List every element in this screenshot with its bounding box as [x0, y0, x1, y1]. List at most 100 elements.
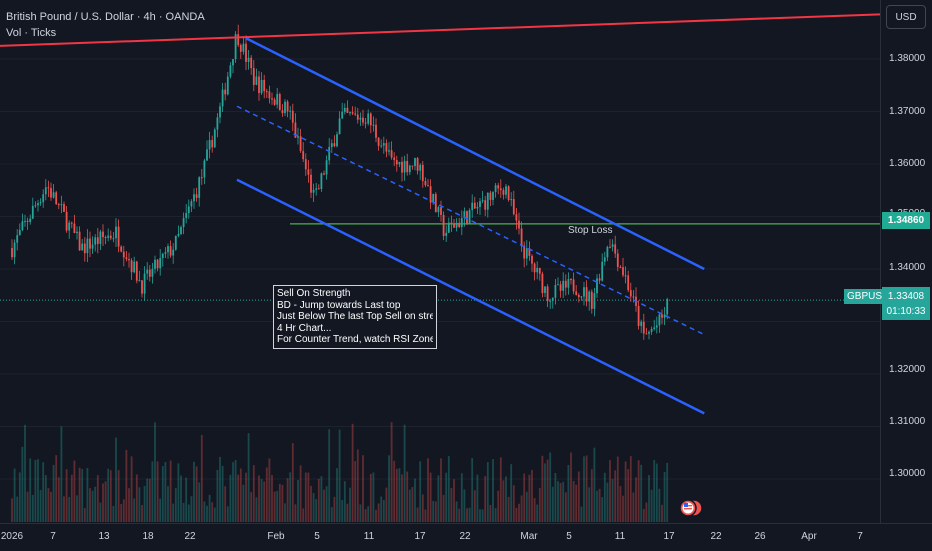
candle-body — [492, 191, 494, 200]
note-line: BD - Jump towards Last top — [277, 299, 401, 311]
strategy-note[interactable]: Sell On Strength BD - Jump towards Last … — [273, 285, 437, 349]
economic-events-icon[interactable] — [679, 498, 705, 518]
volume-bar — [34, 460, 37, 522]
candle-body — [650, 328, 653, 332]
volume-bar — [203, 501, 206, 522]
volume-bar — [395, 468, 398, 522]
volume-bar — [375, 509, 377, 522]
volume-bar — [429, 472, 432, 522]
volume-bar — [536, 504, 539, 522]
candle-body — [151, 268, 154, 277]
candle-body — [627, 275, 630, 291]
volume-bar — [122, 499, 125, 522]
candle-body — [367, 113, 370, 124]
candle-body — [286, 101, 289, 112]
candle-body — [11, 248, 13, 258]
y-tick-label: 1.30000 — [889, 468, 926, 479]
volume-bar — [466, 508, 468, 522]
candle-body — [632, 296, 635, 298]
volume-bar — [377, 503, 380, 522]
x-tick-label: 18 — [142, 531, 154, 542]
candle-body — [434, 194, 437, 213]
price-scale[interactable] — [880, 0, 932, 523]
volume-bar — [390, 422, 393, 522]
candle-body — [658, 314, 661, 326]
volume-bar — [338, 429, 341, 522]
volume-bar — [528, 474, 531, 522]
candle-body — [130, 260, 133, 273]
candle-body — [284, 101, 286, 114]
volume-bar — [424, 509, 427, 522]
volume-bar — [349, 487, 351, 522]
candle-body — [395, 160, 398, 165]
volume-bar — [515, 507, 518, 522]
candle-body — [247, 57, 250, 62]
volume-bar — [489, 504, 492, 522]
candle-body — [278, 93, 281, 111]
volume-bar — [650, 489, 653, 522]
candle-body — [479, 201, 481, 207]
candle-body — [583, 287, 585, 297]
volume-bar — [159, 498, 162, 522]
volume-bar — [538, 487, 541, 522]
volume-bar — [606, 482, 609, 522]
candle-body — [520, 228, 523, 246]
candle-body — [536, 267, 539, 273]
volume-bar — [63, 496, 65, 522]
candle-body — [52, 192, 55, 198]
stop-loss-label[interactable]: Stop Loss — [568, 225, 613, 236]
candle-body — [161, 253, 164, 259]
candle-body — [24, 220, 26, 222]
candle-body — [16, 235, 19, 243]
volume-bar — [468, 507, 471, 522]
candle-body — [42, 194, 45, 203]
time-axis[interactable] — [0, 523, 932, 551]
candle-body — [445, 232, 448, 236]
volume-bar — [281, 484, 284, 522]
candle-body — [193, 194, 195, 202]
volume-bar — [372, 472, 375, 522]
volume-bar — [380, 496, 383, 522]
volume-bar — [315, 499, 318, 522]
candle-body — [661, 314, 663, 318]
candle-body — [377, 137, 380, 146]
volume-bar — [96, 475, 99, 522]
volume-bar — [585, 455, 588, 522]
volume-bar — [476, 474, 479, 522]
candle-body — [666, 299, 669, 315]
candle-body — [226, 76, 229, 95]
volume-indicator-label[interactable]: Vol · Ticks — [6, 27, 57, 39]
candle-body — [91, 244, 94, 249]
candle-body — [159, 258, 162, 269]
volume-bar — [120, 504, 123, 522]
volume-bar — [616, 456, 619, 522]
candle-body — [408, 165, 411, 173]
volume-bar — [174, 488, 177, 522]
volume-bar — [211, 502, 214, 522]
volume-bar — [161, 465, 164, 522]
volume-bar — [55, 455, 58, 522]
volume-bar — [557, 481, 559, 522]
candlestick-plot[interactable] — [0, 0, 880, 523]
candle-body — [258, 76, 260, 94]
volume-bar — [99, 502, 102, 522]
currency-button[interactable]: USD — [886, 5, 926, 29]
candle-body — [307, 169, 310, 175]
volume-bar — [190, 496, 193, 522]
volume-bar — [427, 458, 429, 522]
volume-bar — [658, 488, 661, 522]
x-tick-label: 26 — [754, 531, 766, 542]
candle-body — [55, 192, 58, 205]
volume-bar — [24, 424, 26, 522]
candle-body — [328, 147, 331, 161]
volume-bar — [232, 462, 234, 522]
candle-body — [619, 267, 622, 269]
volume-bar — [570, 452, 572, 522]
candle-body — [494, 185, 497, 192]
candle-body — [640, 321, 643, 326]
volume-bar — [239, 468, 242, 522]
candle-body — [143, 273, 146, 294]
volume-bar — [401, 474, 403, 522]
volume-bar — [94, 486, 97, 522]
volume-bar — [479, 509, 481, 522]
